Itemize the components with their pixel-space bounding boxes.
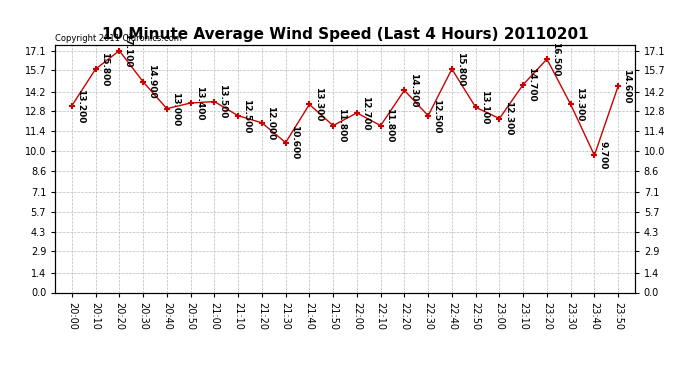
Text: 12.700: 12.700 [361,96,370,130]
Title: 10 Minute Average Wind Speed (Last 4 Hours) 20110201: 10 Minute Average Wind Speed (Last 4 Hou… [101,27,589,42]
Text: 13.000: 13.000 [171,92,180,126]
Text: 11.800: 11.800 [337,108,346,143]
Text: 13.300: 13.300 [575,87,584,122]
Text: 13.100: 13.100 [480,90,489,124]
Text: 14.300: 14.300 [408,73,417,108]
Text: 12.500: 12.500 [433,99,442,133]
Text: 12.500: 12.500 [242,99,251,133]
Text: 12.300: 12.300 [504,101,513,136]
Text: 14.700: 14.700 [527,67,536,102]
Text: 9.700: 9.700 [599,141,608,170]
Text: 10.600: 10.600 [290,126,299,160]
Text: 15.800: 15.800 [456,52,465,86]
Text: Copyright 2011 Cidronics.com: Copyright 2011 Cidronics.com [55,33,182,42]
Text: 13.200: 13.200 [76,88,85,123]
Text: 12.000: 12.000 [266,106,275,140]
Text: 13.400: 13.400 [195,86,204,120]
Text: 11.800: 11.800 [385,108,394,143]
Text: 17.100: 17.100 [124,33,132,68]
Text: 15.800: 15.800 [100,52,109,86]
Text: 14.600: 14.600 [622,69,631,103]
Text: 13.500: 13.500 [219,84,228,119]
Text: 16.500: 16.500 [551,42,560,76]
Text: 14.900: 14.900 [147,64,156,99]
Text: 13.300: 13.300 [313,87,322,122]
